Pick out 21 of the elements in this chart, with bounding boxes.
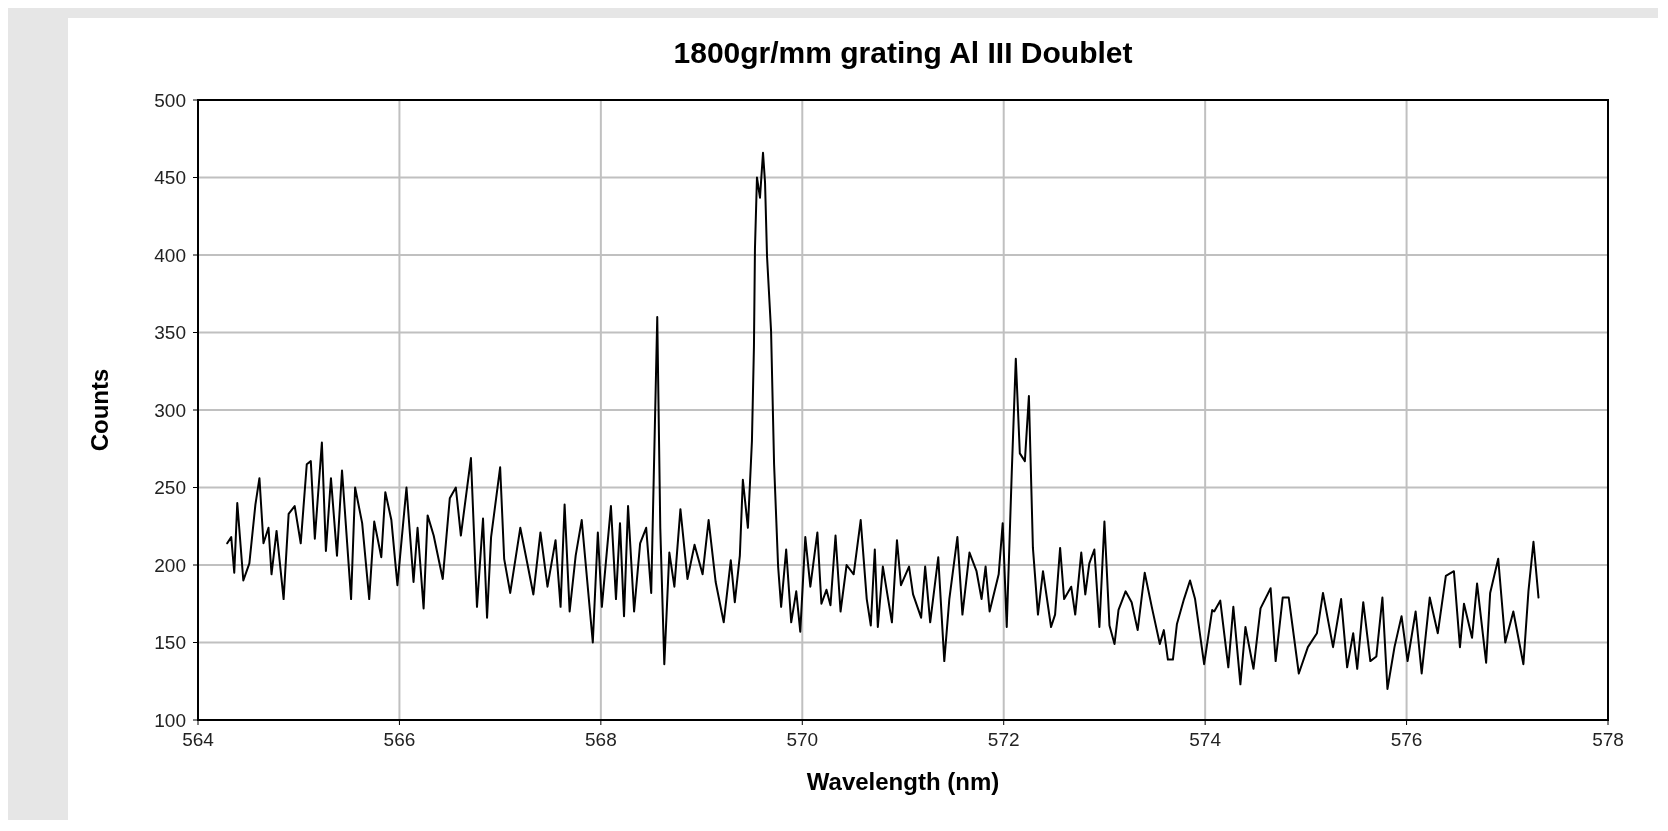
x-tick-label: 578 — [1592, 729, 1624, 750]
y-tick-label: 400 — [154, 244, 186, 266]
x-tick-label: 572 — [987, 729, 1020, 750]
x-tick-label: 574 — [1189, 729, 1222, 750]
y-tick-label: 450 — [154, 167, 186, 189]
y-tick-label: 350 — [154, 322, 186, 344]
x-tick-label: 576 — [1390, 729, 1423, 750]
y-tick-label: 200 — [154, 554, 186, 576]
y-tick-label: 100 — [154, 709, 186, 731]
line-series — [226, 151, 1540, 690]
x-tick-label: 566 — [383, 729, 416, 750]
x-tick-label: 570 — [786, 729, 819, 750]
y-tick-label: 250 — [154, 477, 186, 499]
y-tick-label: 150 — [154, 632, 186, 654]
x-tick-label: 568 — [585, 729, 617, 750]
x-axis-title: Wavelength (nm) — [806, 768, 1000, 795]
x-tick-label: 564 — [182, 729, 215, 750]
y-axis-title: Counts — [86, 368, 113, 452]
y-tick-label: 300 — [154, 399, 186, 421]
y-tick-label: 500 — [154, 89, 186, 111]
chart-title: 1800gr/mm grating Al III Doublet — [673, 36, 1133, 69]
